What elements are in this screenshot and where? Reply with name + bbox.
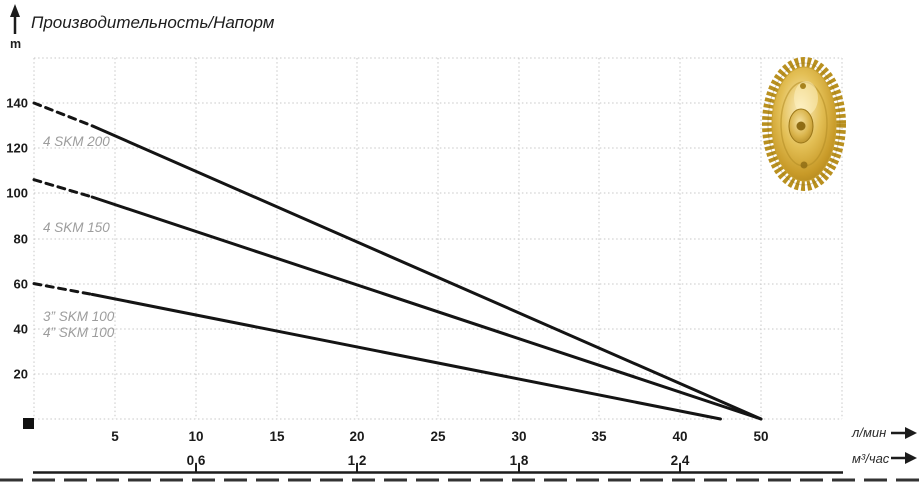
label-4skm200: 4 SKM 200 (43, 134, 110, 149)
curve-4skm200-dashed (32, 101, 94, 128)
curve-skm100 (90, 292, 722, 421)
curve-4skm200 (90, 124, 763, 421)
label-4skm100: 4” SKM 100 (43, 325, 115, 340)
chart-title: Производительность/Напорм (31, 13, 275, 32)
y-axis-up-arrow-icon (10, 4, 20, 34)
x-tick: 30 (511, 429, 526, 444)
x-axis-tick-labels: 5 10 15 20 25 30 35 40 50 (111, 429, 768, 444)
x-tick: 35 (591, 429, 607, 444)
y-axis-unit-label: m (10, 37, 21, 51)
x2-tick: 0,6 (187, 453, 206, 468)
y-tick: 140 (6, 96, 28, 111)
x-axis-unit-m3h: м³/час (852, 451, 890, 466)
label-3skm100: 3” SKM 100 (43, 309, 115, 324)
x-tick: 10 (188, 429, 203, 444)
pump-curves (32, 101, 763, 421)
right-arrow-icon-m3h (891, 452, 917, 464)
y-tick: 40 (14, 322, 28, 337)
x-tick: 50 (753, 429, 768, 444)
x2-tick: 1,8 (510, 453, 529, 468)
x-axis-unit-lmin: л/мин (851, 425, 886, 440)
x-tick: 25 (430, 429, 446, 444)
plot-grid (33, 57, 843, 420)
y-tick: 80 (14, 232, 28, 247)
right-arrow-icon-lmin (891, 427, 917, 439)
impeller-photo (762, 57, 846, 191)
x-tick: 15 (269, 429, 285, 444)
x2-axis-tick-labels: 0,6 1,2 1,8 2,4 (187, 453, 690, 468)
label-4skm150: 4 SKM 150 (43, 220, 110, 235)
x-tick: 5 (111, 429, 119, 444)
x2-tick: 2,4 (671, 453, 690, 468)
x-tick: 40 (672, 429, 687, 444)
curve-4skm150 (90, 195, 763, 421)
curve-4skm150-dashed (32, 178, 94, 199)
y-tick: 60 (14, 277, 28, 292)
y-axis-tick-labels: 140 120 100 80 60 40 20 (6, 96, 28, 382)
y-tick: 20 (14, 367, 28, 382)
x-tick: 20 (349, 429, 364, 444)
curve-skm100-dashed (32, 282, 94, 296)
curve-model-labels: 4 SKM 200 4 SKM 150 3” SKM 100 4” SKM 10… (43, 134, 115, 340)
y-tick: 100 (6, 186, 28, 201)
x2-axis-line (33, 465, 843, 474)
x2-tick: 1,2 (348, 453, 367, 468)
origin-square-marker (23, 418, 34, 429)
y-tick: 120 (6, 141, 28, 156)
